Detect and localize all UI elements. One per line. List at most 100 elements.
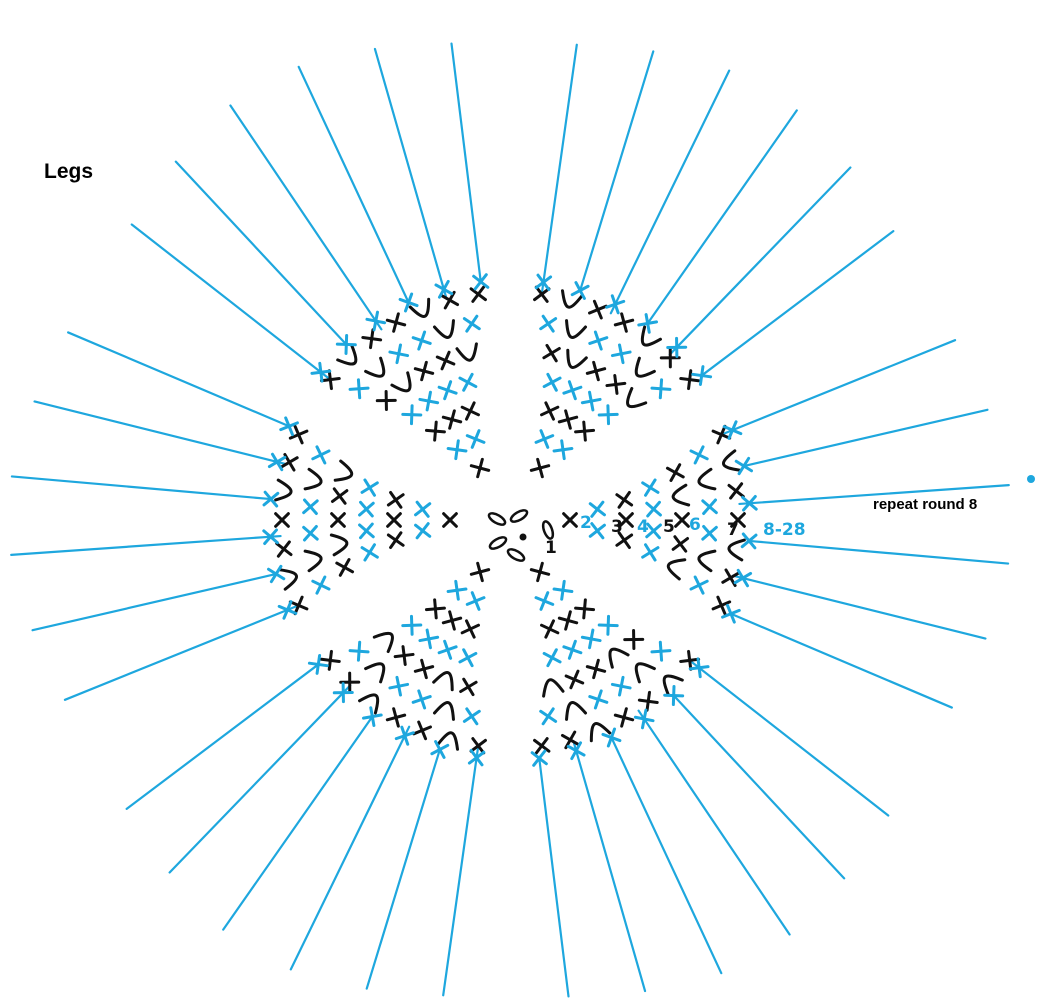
sc-stitch	[465, 591, 486, 611]
sc-stroke	[716, 424, 727, 445]
inc-stroke	[303, 467, 323, 491]
sc-stroke	[588, 695, 609, 704]
sc-stitch	[310, 361, 332, 383]
inc-stroke	[634, 356, 656, 378]
sc-stitch	[386, 512, 402, 528]
ray-line	[229, 104, 383, 331]
sc-stroke	[348, 386, 370, 391]
sc-stroke	[610, 682, 632, 690]
sc-stroke	[288, 429, 309, 440]
sc-stitch	[564, 669, 585, 690]
sc-stitch	[605, 294, 626, 315]
sc-stroke	[701, 525, 718, 541]
sc-stitch	[267, 452, 287, 472]
sc-stroke	[469, 287, 487, 302]
sc-stroke	[267, 455, 287, 469]
inc-stitch	[662, 674, 684, 696]
inc-stroke	[722, 449, 742, 472]
sc-stitch	[741, 494, 758, 512]
ray-line	[540, 43, 578, 294]
sc-stroke	[434, 740, 446, 759]
sc-stroke	[534, 285, 549, 303]
sc-stroke	[679, 657, 701, 663]
sc-stitch	[588, 330, 609, 351]
sc-stroke	[539, 709, 558, 723]
sc-stitch	[275, 540, 293, 558]
sc-stroke	[530, 751, 548, 766]
sc-stitch	[302, 524, 319, 542]
sc-stroke	[552, 587, 574, 594]
sc-stitch	[574, 598, 596, 620]
chain-oval	[487, 512, 507, 526]
sc-stroke	[671, 537, 690, 551]
sc-stitch	[533, 737, 551, 755]
sc-stroke	[588, 390, 595, 412]
sc-stroke	[365, 317, 387, 325]
sc-stitch	[641, 543, 660, 562]
sc-stroke	[454, 579, 460, 601]
sc-stitch	[279, 416, 299, 437]
inc-stroke	[662, 674, 684, 696]
sc-stitch	[388, 343, 410, 365]
sc-stroke	[462, 677, 475, 697]
ray-line	[33, 400, 288, 466]
inc-stroke	[364, 356, 386, 378]
sc-stroke	[279, 421, 299, 432]
sc-stitch	[418, 390, 440, 412]
inc-stitch	[565, 319, 588, 339]
sc-stroke	[582, 420, 587, 442]
inc-stitch	[432, 701, 455, 721]
inc-stitch	[432, 319, 455, 339]
end-dot	[1027, 475, 1035, 483]
sc-stroke	[358, 501, 375, 517]
sc-stroke	[361, 336, 383, 342]
sc-stroke	[566, 744, 586, 757]
inc-stitch	[566, 348, 588, 369]
round-label-3: 3	[611, 517, 623, 537]
inc-stitch	[390, 371, 412, 393]
ray-line	[742, 408, 989, 468]
inc-stroke	[358, 693, 380, 715]
sc-stroke	[610, 294, 620, 315]
round-label-2: 2	[580, 513, 592, 533]
sc-stitch	[727, 482, 745, 500]
sc-stitch	[615, 531, 634, 550]
sc-stroke	[620, 312, 628, 333]
sc-stroke	[460, 405, 480, 417]
sc-stitch	[650, 640, 672, 662]
sc-stroke	[560, 439, 566, 461]
sc-stitch	[465, 429, 486, 449]
sc-stroke	[385, 318, 407, 327]
inc-stitch	[697, 467, 717, 491]
ray-line	[297, 65, 410, 304]
sc-stitch	[740, 532, 758, 550]
sc-stroke	[310, 369, 332, 375]
sc-stitch	[585, 658, 607, 680]
sc-stitch	[539, 707, 558, 726]
sc-stitch	[618, 512, 634, 528]
sc-stitch	[529, 457, 551, 479]
sc-stitch	[458, 372, 478, 392]
sc-stitch	[637, 313, 659, 334]
sc-stitch	[597, 614, 619, 636]
sc-stroke	[335, 342, 357, 347]
sc-stroke	[658, 378, 664, 400]
sc-stitch	[557, 610, 579, 631]
inc-stroke	[697, 549, 717, 573]
inc-stitch	[697, 549, 717, 573]
sc-stitch	[412, 720, 432, 741]
sc-stroke	[392, 707, 400, 728]
sc-stroke	[434, 283, 454, 296]
inc-stitch	[722, 449, 742, 472]
sc-stitch	[557, 409, 579, 430]
sc-stroke	[646, 500, 661, 518]
sc-stroke	[588, 523, 606, 538]
ray-line	[700, 230, 895, 377]
sc-stitch	[458, 648, 478, 668]
round-label-5: 5	[663, 517, 675, 537]
sc-stroke	[564, 409, 572, 430]
sc-stitch	[446, 439, 468, 461]
inc-stroke	[336, 344, 358, 366]
sc-stroke	[615, 533, 634, 547]
